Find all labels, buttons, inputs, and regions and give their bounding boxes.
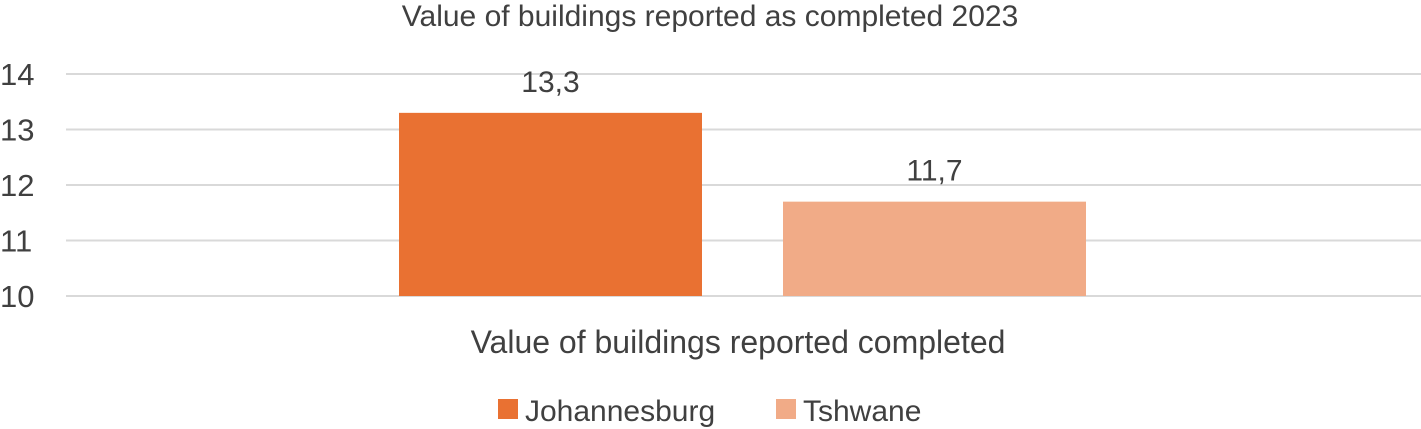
y-tick-label: 10 [0,279,34,314]
bars [399,112,1086,296]
data-label: 13,3 [521,66,579,99]
y-axis-ticks: 10 11 12 13 14 [0,57,34,314]
legend-label: Tshwane [803,395,921,428]
bar-johannesburg [399,112,702,296]
y-tick-label: 13 [0,113,34,148]
legend: Johannesburg Tshwane [498,395,921,428]
legend-swatch [498,399,518,419]
y-tick-label: 12 [0,168,34,203]
bar-tshwane [783,201,1086,296]
legend-swatch [776,399,796,419]
chart-title: Value of buildings reported as completed… [402,0,1019,33]
y-tick-label: 11 [0,224,32,259]
data-label: 11,7 [906,155,962,188]
gridlines [66,73,1421,297]
data-labels: 13,3 11,7 [521,66,962,188]
legend-label: Johannesburg [525,395,715,428]
category-axis-label: Value of buildings reported completed [471,324,1006,360]
y-tick-label: 14 [0,57,34,92]
